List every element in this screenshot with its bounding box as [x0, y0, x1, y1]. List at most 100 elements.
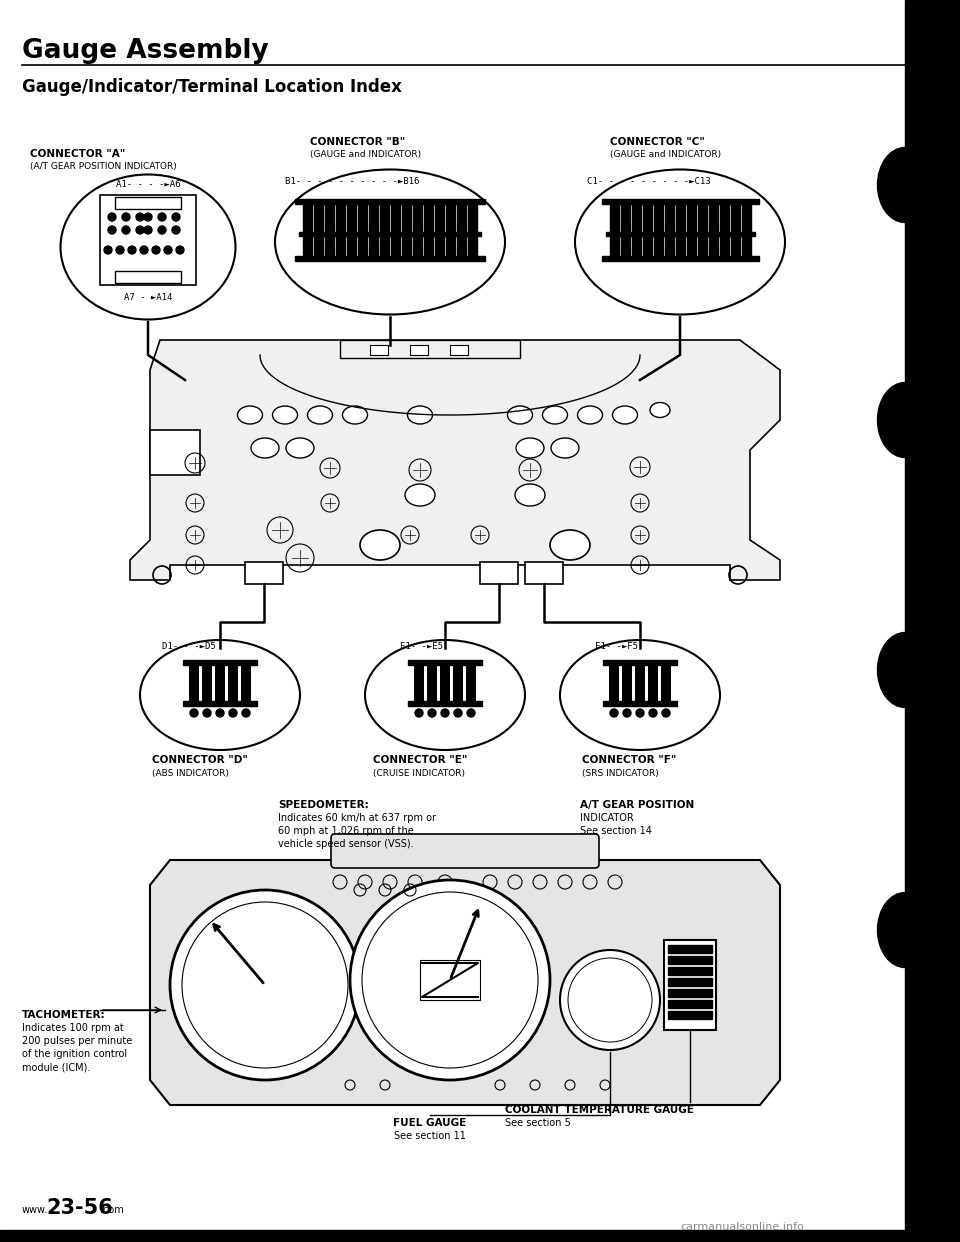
Bar [347, 202, 356, 257]
Ellipse shape [578, 406, 603, 424]
Bar [295, 199, 485, 204]
Bar [610, 202, 618, 257]
Bar [228, 663, 238, 700]
Bar [100, 195, 196, 284]
Circle shape [350, 881, 550, 1081]
Bar [668, 1000, 712, 1009]
Circle shape [122, 212, 130, 221]
Ellipse shape [360, 530, 400, 560]
Text: See section 11: See section 11 [394, 1131, 466, 1141]
Text: CONNECTOR "B": CONNECTOR "B" [310, 137, 405, 147]
Text: CONNECTOR "E": CONNECTOR "E" [373, 755, 468, 765]
Bar [358, 202, 367, 257]
Circle shape [649, 709, 657, 717]
Circle shape [172, 226, 180, 233]
Bar [457, 202, 466, 257]
Bar [427, 663, 437, 700]
Circle shape [144, 226, 152, 233]
Bar [468, 202, 477, 257]
Text: carmanualsonline.info: carmanualsonline.info [680, 1222, 804, 1232]
FancyBboxPatch shape [331, 833, 599, 868]
Bar [466, 663, 476, 700]
Bar [741, 202, 751, 257]
Bar [408, 700, 482, 705]
Text: Gauge Assembly: Gauge Assembly [22, 39, 269, 65]
Ellipse shape [575, 169, 785, 314]
Bar [336, 202, 345, 257]
Polygon shape [150, 859, 780, 1105]
Text: COOLANT TEMPERATURE GAUGE: COOLANT TEMPERATURE GAUGE [505, 1105, 694, 1115]
Circle shape [136, 212, 144, 221]
Text: Indicates 100 rpm at
200 pulses per minute
of the ignition control
module (ICM).: Indicates 100 rpm at 200 pulses per minu… [22, 1023, 132, 1073]
Ellipse shape [550, 530, 590, 560]
Bar [202, 663, 212, 700]
Bar [183, 660, 257, 664]
Bar [620, 202, 630, 257]
Circle shape [158, 212, 166, 221]
Text: (SRS INDICATOR): (SRS INDICATOR) [582, 769, 659, 777]
Bar [719, 202, 729, 257]
Circle shape [216, 709, 224, 717]
Bar [648, 663, 658, 700]
Bar [450, 345, 468, 355]
Bar [245, 561, 283, 584]
Circle shape [176, 246, 184, 255]
Text: Gauge/Indicator/Terminal Location Index: Gauge/Indicator/Terminal Location Index [22, 78, 402, 96]
Bar [668, 977, 712, 986]
Bar [413, 202, 422, 257]
Bar [370, 345, 388, 355]
Ellipse shape [551, 438, 579, 458]
Bar [369, 202, 378, 257]
Text: www.: www. [22, 1205, 48, 1215]
Bar [635, 663, 645, 700]
Circle shape [108, 226, 116, 233]
Text: (GAUGE and INDICATOR): (GAUGE and INDICATOR) [610, 150, 721, 159]
Ellipse shape [251, 438, 279, 458]
Bar [189, 663, 199, 700]
Circle shape [190, 709, 198, 717]
Circle shape [128, 246, 136, 255]
Ellipse shape [508, 406, 533, 424]
Circle shape [242, 709, 250, 717]
Bar [241, 663, 251, 700]
Text: .com: .com [100, 1205, 124, 1215]
Bar [420, 960, 480, 1000]
Text: CONNECTOR "A": CONNECTOR "A" [30, 149, 125, 159]
Text: CONNECTOR "C": CONNECTOR "C" [610, 137, 705, 147]
Bar [115, 197, 181, 209]
Bar [408, 660, 482, 664]
Text: TACHOMETER:: TACHOMETER: [22, 1010, 106, 1020]
Bar [480, 561, 518, 584]
Bar [314, 202, 323, 257]
Text: Indicates 60 km/h at 637 rpm or
60 mph at 1,026 rpm of the
vehicle speed sensor : Indicates 60 km/h at 637 rpm or 60 mph a… [278, 814, 436, 850]
Text: E1- -►E5: E1- -►E5 [400, 642, 443, 651]
Circle shape [152, 246, 160, 255]
Text: CONNECTOR "F": CONNECTOR "F" [582, 755, 677, 765]
Bar [414, 663, 424, 700]
Bar [602, 256, 758, 261]
Circle shape [144, 212, 152, 221]
Circle shape [428, 709, 436, 717]
Bar [708, 202, 717, 257]
Circle shape [170, 891, 360, 1081]
Bar [435, 202, 444, 257]
Text: D1- - -►D5: D1- - -►D5 [162, 642, 216, 651]
Ellipse shape [877, 632, 932, 708]
Bar [391, 202, 400, 257]
Circle shape [454, 709, 462, 717]
Circle shape [104, 246, 112, 255]
Ellipse shape [365, 640, 525, 750]
Bar [0, 1230, 960, 1242]
Ellipse shape [877, 383, 932, 457]
Circle shape [116, 246, 124, 255]
Bar [731, 202, 739, 257]
Bar [676, 202, 684, 257]
Circle shape [203, 709, 211, 717]
Text: See section 5: See section 5 [505, 1118, 571, 1128]
Circle shape [623, 709, 631, 717]
Circle shape [662, 709, 670, 717]
Text: A/T GEAR POSITION: A/T GEAR POSITION [580, 800, 694, 810]
Ellipse shape [560, 640, 720, 750]
Bar [609, 663, 619, 700]
Bar [603, 700, 677, 705]
